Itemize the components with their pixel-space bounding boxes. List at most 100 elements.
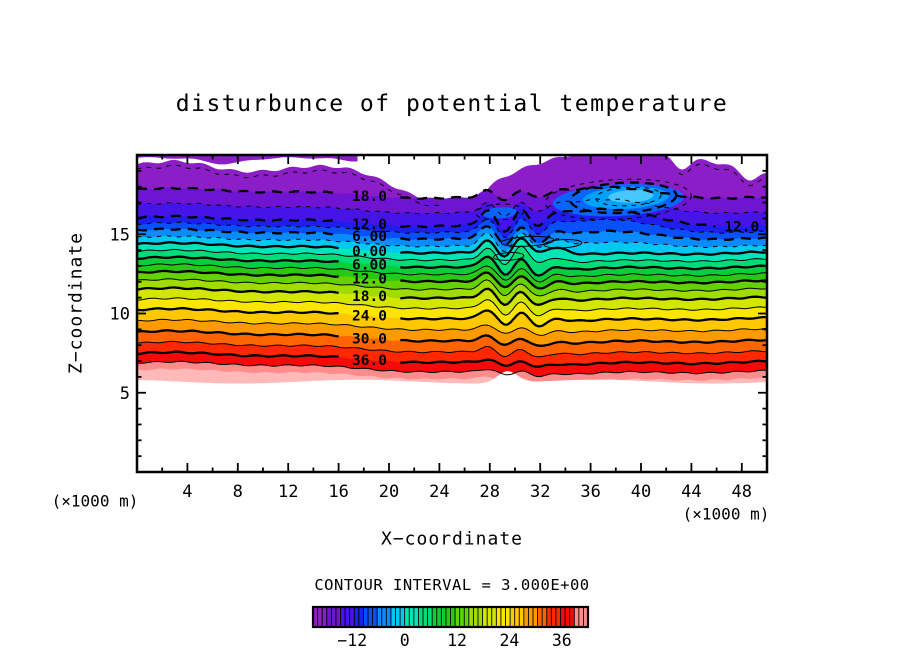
colorbar-segment [354,607,359,627]
colorbar-segment [496,607,501,627]
colorbar-segment [482,607,488,627]
colorbar-segment [546,607,552,627]
contour-line [137,164,440,207]
contour-label: 36.0 [352,353,387,369]
tick-label: 16 [328,482,348,502]
colorbar [311,605,590,629]
colorbar-segment [500,607,506,627]
contour-lines-layer [137,163,767,378]
colorbar-segment [386,607,391,627]
contour-labels-layer: 18.012.06.000.006.0012.018.024.030.036.0… [352,189,759,369]
colorbar-segment [340,607,346,627]
x-axis-title: X−coordinate [380,528,524,550]
contour-line [137,255,339,264]
contour-line [137,360,767,378]
colorbar-segment [468,607,474,627]
contour-line [137,318,767,336]
tick-label: −12 [337,631,367,650]
contour-label: 18.0 [352,289,387,305]
contour-label: 6.00 [352,257,387,273]
tick-label: 12 [447,631,467,650]
colorbar-segment [569,607,575,627]
top-purple-sliver [137,155,358,165]
tongue-loop [500,235,555,247]
contour-line [137,217,767,239]
colorbar-segment [345,607,350,627]
colorbar-segment [335,607,341,627]
colorbar-segment [409,607,414,627]
contour-line [137,307,339,315]
colorbar-segment [528,607,533,627]
colorbar-segment [523,607,529,627]
colorbar-segment [487,607,492,627]
colorbar-segment [537,607,543,627]
tick-label: 44 [681,482,701,502]
contour-line [400,358,766,368]
colorbar-segment [505,607,511,627]
tick-label: 36 [552,631,572,650]
colorbar-segment [491,607,497,627]
pocket-contour-loop [544,178,692,221]
colorbar-segment [418,607,423,627]
colorbar-segment [331,607,336,627]
tick-label: 36 [580,482,600,502]
colorbar-segment [478,607,483,627]
contour-line [400,185,766,202]
tick-label: 48 [732,482,752,502]
colorbar-segment [358,607,364,627]
colorbar-segment [578,607,584,627]
contour-line [137,297,767,317]
colorbar-segment [455,607,460,627]
colorbar-segment [555,607,561,627]
colorbar-segment [322,607,327,627]
tick-label: 24 [429,482,449,502]
tick-label: 5 [120,384,130,404]
tick-label: 15 [110,225,130,245]
tick-label: 28 [480,482,500,502]
colorbar-segment [473,607,478,627]
contour-label: 12.0 [352,272,387,288]
colorbar-segment [459,607,465,627]
colorbar-segment [377,607,382,627]
colorbar-segment [381,607,387,627]
contour-label: 12.0 [724,219,759,235]
colorbar-border [311,605,590,629]
contour-line [137,350,339,359]
tick-label: 10 [110,305,130,325]
tick-label: 4 [182,482,192,502]
colorbar-segment [390,607,396,627]
colorbar-segment [395,607,401,627]
colorbar-segment [551,607,556,627]
colorbar-segment [326,607,332,627]
contour-line [400,271,766,290]
page-title: disturbunce of potential temperature [175,91,729,117]
tick-label: 0 [400,631,410,650]
contour-label: 18.0 [352,189,387,205]
contour-line [137,245,767,266]
pocket-fill [482,207,518,219]
colorbar-segment [445,607,451,627]
colorbar-segment [450,607,456,627]
colorbar-segment [565,607,570,627]
colorbar-segment [400,607,405,627]
colorbar-segment [427,607,433,627]
contour-label: 12.0 [352,217,387,233]
colorbar-tick-labels: −12 0 12 24 36 [337,631,571,650]
contour-label: 24.0 [352,309,387,325]
contour-line [137,286,339,295]
contour-line [137,329,339,338]
colorbar-segment [464,607,469,627]
below-surface-white [137,371,767,472]
axis-frame [135,153,769,474]
tick-label: 12 [278,482,298,502]
contour-line [137,278,767,297]
colorbar-segment [317,607,323,627]
contour-line [400,287,766,307]
tick-label: 40 [631,482,651,502]
colorbar-segment [368,607,373,627]
colorbar-segment [363,607,368,627]
contour-line [400,255,766,277]
contour-line [400,207,716,234]
